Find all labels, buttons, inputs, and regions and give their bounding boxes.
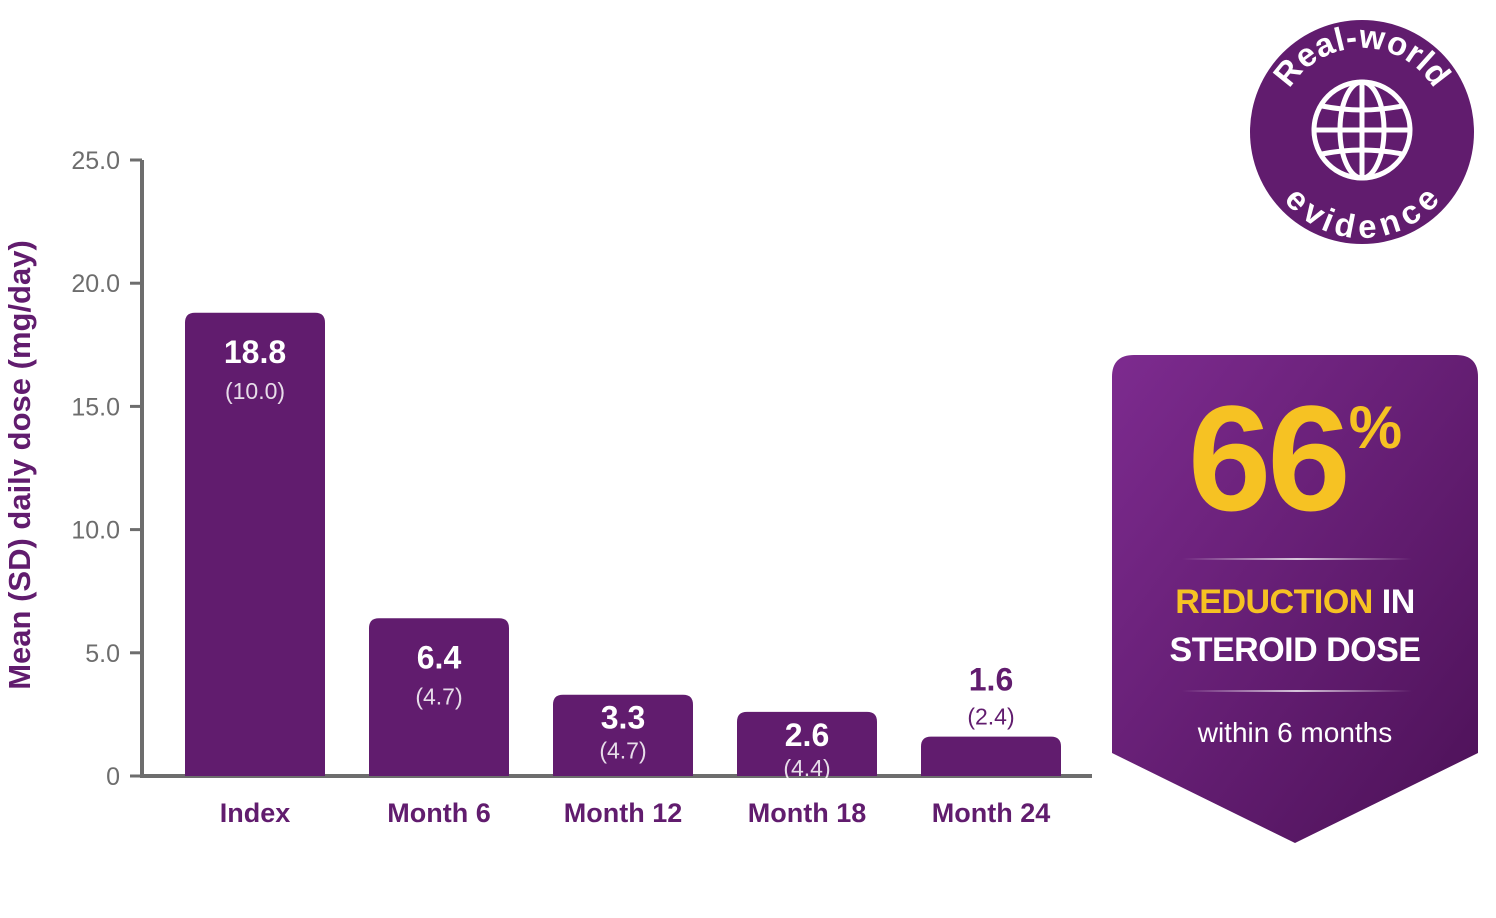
bar [185,312,325,776]
bar-chart: 05.010.015.020.025.0 18.8(10.0)6.4(4.7)3… [2,147,1092,828]
y-axis-label: Mean (SD) daily dose (mg/day) [2,240,37,690]
callout-divider-bottom [1182,690,1412,692]
x-tick-labels: Index Month 6 Month 12 Month 18 Month 24 [220,798,1051,828]
callout-highlight: REDUCTION [1175,583,1373,621]
bar-value-label: 2.6 [785,717,829,753]
bar [921,736,1061,776]
real-world-evidence-badge: Real-world evidence [1250,18,1474,245]
reduction-percent: 66% [1112,383,1478,533]
bar-value-label: 6.4 [417,639,462,675]
callout-line-1-rest: IN [1372,583,1416,621]
reduction-callout: 66% REDUCTION IN STEROID DOSE within 6 m… [1112,355,1478,843]
percent-value: 66 [1187,374,1351,542]
x-tick-label: Month 24 [932,798,1051,828]
x-tick-label: Month 18 [748,798,867,828]
bar-sd-label: (4.4) [783,755,830,781]
callout-shape [1112,355,1478,843]
bar-sd-label: (10.0) [225,378,285,404]
y-tick-label: 15.0 [71,393,120,421]
bar-value-label: 18.8 [224,334,286,370]
bar-sd-label: (2.4) [967,704,1014,730]
bar [553,694,693,776]
bar-value-label: 3.3 [601,700,645,736]
y-tick-label: 5.0 [85,640,120,668]
callout-line-3: within 6 months [1197,717,1393,748]
bar-value-label: 1.6 [969,662,1013,698]
bar [737,711,877,776]
x-tick-label: Month 12 [564,798,683,828]
y-ticks: 0 5.0 10.0 15.0 20.0 25.0 [71,147,142,791]
bar-sd-label: (4.7) [599,738,646,764]
y-tick-label: 25.0 [71,147,120,175]
bar-sd-label: (4.7) [415,683,462,709]
percent-symbol: % [1348,394,1403,461]
callout-divider-top [1182,558,1412,560]
y-tick-label: 10.0 [71,517,120,545]
x-tick-label: Index [220,798,291,828]
x-tick-label: Month 6 [387,798,490,828]
callout-line-2: STEROID DOSE [1169,631,1421,669]
bar [369,618,509,776]
y-tick-label: 20.0 [71,270,120,298]
bars: 18.8(10.0)6.4(4.7)3.3(4.7) 2.6(4.4)1.6(2.… [185,312,1061,781]
callout-line-1: REDUCTION IN [1112,583,1478,622]
y-tick-label: 0 [106,763,120,791]
globe-icon [1311,79,1413,181]
